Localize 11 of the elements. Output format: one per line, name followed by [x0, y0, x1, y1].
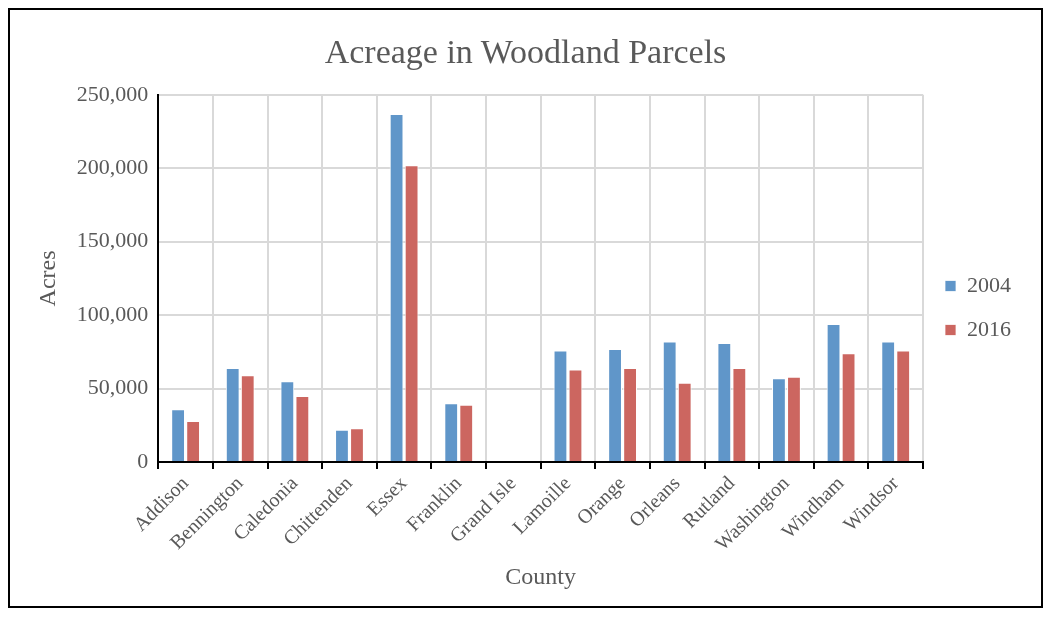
chart-title: Acreage in Woodland Parcels — [324, 33, 727, 71]
y-tick-label: 0 — [137, 447, 149, 473]
legend-label: 2004 — [967, 271, 1011, 297]
y-tick-label: 100,000 — [76, 300, 149, 326]
x-axis-title: County — [505, 562, 576, 589]
y-tick-label: 150,000 — [76, 227, 149, 253]
legend-label: 2016 — [967, 315, 1011, 341]
y-tick-label: 250,000 — [76, 80, 149, 106]
y-tick-label: 50,000 — [87, 374, 149, 400]
y-tick-label: 200,000 — [76, 154, 149, 180]
y-axis-title: Acres — [33, 250, 60, 307]
